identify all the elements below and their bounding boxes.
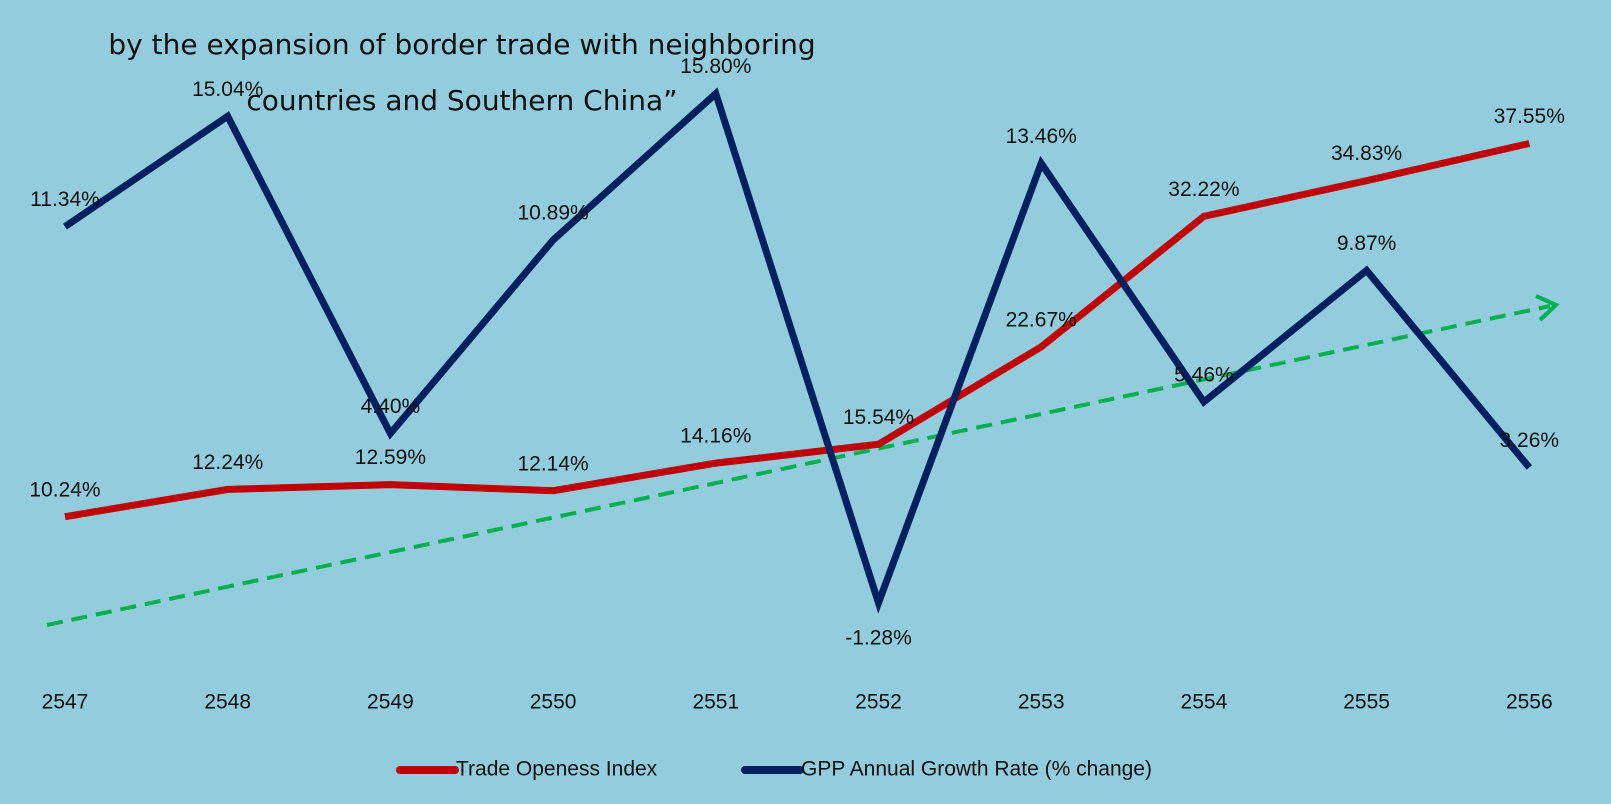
- trend-line: [46, 304, 1551, 627]
- data-label: 10.24%: [29, 478, 100, 501]
- data-label: 22.67%: [1006, 308, 1077, 331]
- x-tick-label: 2550: [530, 691, 577, 714]
- series-line: [63, 87, 1532, 614]
- data-label: 13.46%: [1006, 125, 1077, 148]
- x-tick-label: 2556: [1506, 691, 1553, 714]
- data-label: 34.83%: [1331, 142, 1402, 165]
- data-label: 15.04%: [192, 78, 263, 101]
- series-line: [64, 140, 1531, 521]
- x-tick-label: 2551: [692, 691, 739, 714]
- x-tick-label: 2553: [1018, 691, 1065, 714]
- data-label: 4.40%: [361, 395, 421, 418]
- x-tick-label: 2552: [855, 691, 902, 714]
- data-label: 32.22%: [1168, 178, 1239, 201]
- x-tick-label: 2554: [1181, 691, 1228, 714]
- chart-title: by the expansion of border trade with ne…: [108, 28, 815, 61]
- chart-title: countries and Southern China”: [246, 84, 677, 117]
- trend-arrow: [1535, 294, 1560, 322]
- legend-label: Trade Openess Index: [456, 758, 658, 781]
- x-tick-label: 2547: [42, 691, 89, 714]
- data-label: 37.55%: [1494, 105, 1565, 128]
- x-tick-label: 2555: [1343, 691, 1390, 714]
- data-label: 5.46%: [1174, 363, 1234, 386]
- data-label: 9.87%: [1337, 232, 1397, 255]
- data-label: 12.59%: [355, 446, 426, 469]
- data-label: 14.16%: [680, 425, 751, 448]
- data-label: 11.34%: [30, 188, 100, 211]
- legend-label: GPP Annual Growth Rate (% change): [801, 758, 1152, 781]
- data-label: 15.80%: [680, 55, 751, 78]
- data-label: 12.24%: [192, 451, 263, 474]
- data-label: 15.54%: [843, 406, 914, 429]
- x-tick-label: 2549: [367, 691, 414, 714]
- x-tick-label: 2548: [204, 691, 251, 714]
- data-label: 10.89%: [517, 202, 588, 225]
- data-label: 12.14%: [517, 452, 588, 475]
- data-label: -1.28%: [845, 626, 912, 649]
- data-label: 3.26%: [1500, 429, 1560, 452]
